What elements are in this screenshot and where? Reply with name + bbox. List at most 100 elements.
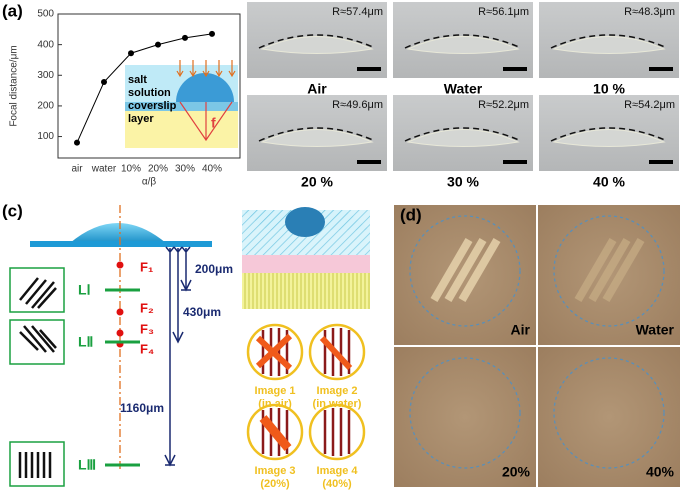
inset-arrow [215, 60, 223, 78]
layer-label: LⅡ [78, 334, 93, 350]
x-tick-label: air [71, 164, 83, 175]
radius-label: R≈48.3μm [624, 6, 675, 18]
grating-glow [458, 237, 501, 303]
grating-glow [574, 237, 617, 303]
y-tick-label: 400 [37, 39, 54, 50]
lens-body [260, 129, 374, 147]
pattern-lines [18, 452, 52, 478]
lens-profile [258, 34, 376, 49]
inset-label: salt [128, 74, 147, 86]
data-point [128, 50, 134, 57]
image-label: (20%) [260, 478, 290, 490]
inset-label: solution [128, 87, 171, 99]
layer-label: LⅢ [78, 457, 96, 473]
data-point [101, 79, 107, 86]
data-line [76, 33, 213, 143]
image-caption: 20% [502, 464, 531, 480]
inset-arrow [202, 60, 210, 78]
pattern-lines [19, 325, 57, 353]
inset-arrow [228, 60, 236, 78]
panel-a: (a) Focal distance/μm α/β 100 200 300 400 500 sa… [2, 1, 241, 188]
panel-d: Air Water 20% 40% (d) [394, 205, 680, 487]
image-label: Image 1 [255, 385, 296, 397]
y-tick-label: 100 [37, 131, 54, 142]
panel-label: (d) [400, 205, 422, 224]
distance-arrow [164, 246, 176, 467]
focus-label: F₂ [140, 300, 154, 315]
grating-glow [588, 237, 631, 303]
lens-body [406, 36, 520, 54]
lens-outline [409, 215, 521, 327]
image-label: Image 2 [317, 385, 358, 397]
image-label: Image 4 [317, 465, 359, 477]
micrograph [538, 347, 680, 487]
inset-arrow [176, 60, 184, 78]
image-caption: 40% [646, 464, 675, 480]
image-caption: 20 % [301, 174, 333, 190]
lens-profile [258, 127, 376, 142]
lens-outline [553, 215, 665, 327]
lens-outline [553, 357, 665, 469]
image-blur [255, 333, 293, 371]
distance-label: 1160μm [120, 401, 164, 415]
layer-block [242, 207, 370, 309]
radius-label: R≈54.2μm [624, 99, 675, 111]
radius-label: R≈49.6μm [332, 99, 383, 111]
data-point [209, 30, 215, 37]
data-point [155, 41, 161, 48]
scale-bar [357, 160, 381, 164]
scale-bar [649, 67, 673, 71]
panel-label: (a) [2, 1, 23, 20]
panel-label: (c) [2, 201, 23, 220]
scale-bar [357, 67, 381, 71]
x-tick-label: 30% [175, 164, 195, 175]
x-axis-title: α/β [142, 177, 157, 188]
inset-label: layer [128, 113, 154, 125]
focus-label: F₃ [140, 321, 154, 336]
focus-dot [116, 329, 124, 337]
distance-arrow [180, 246, 192, 292]
image-circle [308, 403, 366, 461]
pattern-lines [19, 277, 57, 309]
image-caption: 10 % [593, 81, 625, 97]
radius-label: R≈57.4μm [332, 6, 383, 18]
grating-glow [602, 237, 645, 303]
micrograph [394, 347, 536, 487]
block-coverslip [242, 255, 370, 273]
focus-label: F₄ [140, 341, 154, 356]
image-caption: Water [636, 322, 675, 338]
x-tick-label: 40% [202, 164, 222, 175]
y-tick-label: 200 [37, 101, 54, 112]
lens-profile [550, 127, 668, 142]
distance-label: 200μm [195, 262, 233, 276]
scale-bar [503, 67, 527, 71]
image-label: (40%) [322, 478, 352, 490]
lens-body [552, 129, 666, 147]
image-blur [319, 335, 353, 371]
plot-frame [57, 13, 241, 159]
lens-body [260, 36, 374, 54]
image-stripes [323, 408, 351, 456]
substrate [30, 241, 212, 247]
image-blur [259, 415, 292, 451]
y-tick-label: 500 [37, 9, 54, 20]
image-caption: 40 % [593, 174, 625, 190]
lens-body [552, 36, 666, 54]
x-tick-label: 10% [121, 164, 141, 175]
inset-droplet [176, 73, 234, 102]
x-tick-label: water [91, 164, 117, 175]
image-label: (in water) [313, 398, 362, 410]
lens-profile [404, 127, 522, 142]
focus-dot [116, 261, 124, 269]
inset-label: coverslip [128, 100, 177, 112]
image-caption: Air [307, 81, 327, 97]
panel-c: (c) F₁ F₂ F₃ F₄ LⅠ LⅡ LⅢ [2, 201, 370, 490]
inset-layer [125, 111, 238, 148]
radius-label: R≈52.2μm [478, 99, 529, 111]
data-point [182, 34, 188, 41]
y-axis-title: Focal distance/μm [9, 45, 20, 126]
image-label: (in air) [258, 398, 292, 410]
distance-label: 430μm [183, 305, 221, 319]
scale-bar [649, 160, 673, 164]
image-label: Image 3 [255, 465, 296, 477]
